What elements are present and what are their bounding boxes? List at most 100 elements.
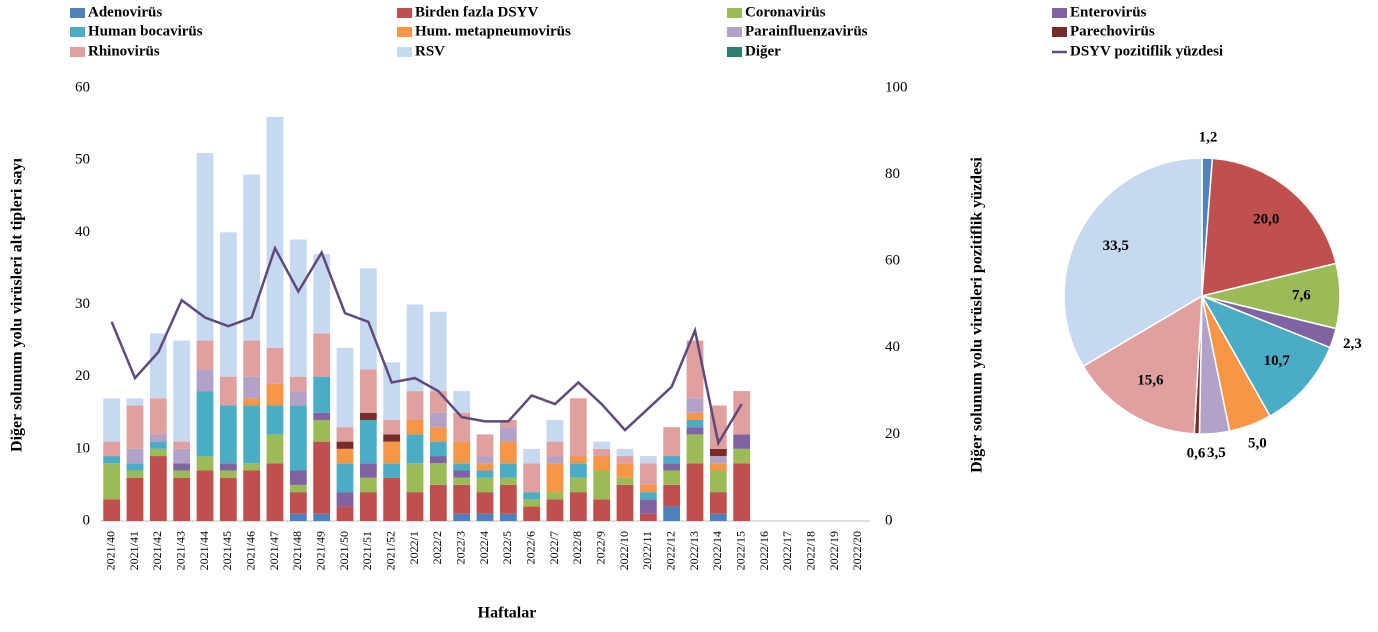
pie-label: 0,6 [1187,445,1206,461]
bar-segment [686,434,704,464]
bar-segment [359,477,377,493]
bar-segment [476,492,494,514]
bar-segment [546,492,564,500]
bar-segment [476,513,494,521]
bar-segment [359,492,377,521]
bar-segment [313,333,331,377]
bar-segment [453,412,471,442]
legend-label: Birden fazla DSYV [415,4,539,20]
bar-segment [453,470,471,478]
bar-segment [639,492,657,500]
bar-segment [103,463,121,500]
bar-segment [499,477,517,485]
bar-segment [406,492,424,521]
bar-segment [686,340,704,399]
x-tick-label: 2021/44 [197,531,211,570]
bar-segment [663,470,681,485]
legend-label: Human bocavirüs [88,23,203,39]
bar-segment [523,463,541,493]
pie-label: 7,6 [1292,287,1311,303]
legend-label: Hum. metapneumovirüs [415,23,571,39]
bar-segment [709,456,727,464]
bar-segment [429,391,447,413]
bar-segment [406,419,424,435]
bar-segment [173,340,191,442]
bar-segment [219,405,237,464]
x-tick-label: 2022/3 [453,531,467,564]
x-tick-label: 2021/50 [337,531,351,570]
bar-segment [523,499,541,507]
pie-label: 15,6 [1137,372,1164,388]
bar-segment [686,412,704,420]
x-tick-label: 2021/47 [267,531,281,570]
bar-segment [453,513,471,521]
bar-segment [453,477,471,485]
bar-segment [243,405,261,464]
x-tick-label: 2022/5 [500,531,514,564]
bar-segment [663,484,681,507]
bar-segment [639,513,657,521]
pie-label: 3,5 [1207,445,1226,461]
pie-label: 20,0 [1253,212,1279,228]
bar-segment [686,463,704,521]
bar-segment [593,448,611,457]
y2-tick-label: 100 [885,79,908,95]
pie-axis-title: Diğer solunum yolu virüsleri pozitiflik … [969,157,986,473]
y-tick-label: 10 [75,440,90,456]
bar-segment [173,477,191,521]
bar-segment [453,391,471,413]
bar-segment [289,239,307,377]
bar-segment [686,427,704,435]
bar-segment [429,463,447,485]
bar-segment [406,463,424,493]
x-tick-label: 2021/45 [220,531,234,570]
bar-segment [313,441,331,514]
x-tick-label: 2022/11 [640,531,654,570]
bar-segment [149,434,167,442]
bar-segment [103,499,121,521]
bar-segment [266,405,284,435]
legend-swatch [397,27,412,37]
bar-segment [453,441,471,464]
bar-segment [383,441,401,464]
bar-segment [639,484,657,493]
legend-label: Enterovirüs [1070,4,1147,20]
legend-swatch [727,8,742,18]
bar-segment [593,470,611,500]
x-tick-label: 2021/48 [290,531,304,570]
bar-segment [709,470,727,493]
bar-segment [196,369,214,392]
y-axis-title: Diğer solunum yolu virüsleri alt tipleri… [9,157,26,451]
bar-segment [569,456,587,464]
bar-segment [616,463,634,478]
bar-segment [616,484,634,521]
bar-segment [149,333,167,399]
bar-segment [733,463,751,521]
x-tick-label: 2022/17 [780,531,794,570]
bar-segment [243,174,261,341]
bar-segment [196,391,214,457]
bar-segment [429,484,447,521]
bar-segment [126,470,144,478]
bar-segment [313,513,331,521]
bar-segment [616,477,634,485]
bar-segment [476,477,494,493]
bar-segment [429,412,447,428]
x-tick-label: 2022/12 [663,531,677,570]
bar-segment [289,470,307,485]
bar-segment [616,456,634,464]
bar-segment [289,376,307,392]
bar-segment [733,391,751,435]
bar-segment [173,448,191,464]
line-series [110,245,743,447]
bar-segment [499,513,517,521]
bar-segment [266,434,284,464]
bar-segment [196,470,214,521]
bar-segment [243,376,261,399]
bar-segment [219,477,237,521]
bar-segment [289,492,307,514]
x-tick-label: 2021/43 [173,531,187,570]
x-tick-label: 2021/40 [103,531,117,570]
bar-segment [429,311,447,392]
